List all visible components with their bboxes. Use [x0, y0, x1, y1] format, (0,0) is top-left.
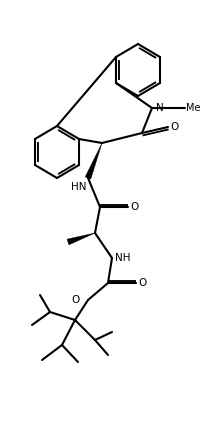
Text: NH: NH	[115, 253, 131, 263]
Text: N: N	[156, 103, 164, 113]
Polygon shape	[85, 143, 102, 179]
Text: O: O	[130, 202, 138, 212]
Text: O: O	[138, 278, 146, 288]
Text: Me: Me	[186, 103, 201, 113]
Text: O: O	[72, 295, 80, 305]
Text: HN: HN	[71, 182, 86, 192]
Polygon shape	[67, 233, 95, 245]
Text: O: O	[170, 122, 178, 132]
